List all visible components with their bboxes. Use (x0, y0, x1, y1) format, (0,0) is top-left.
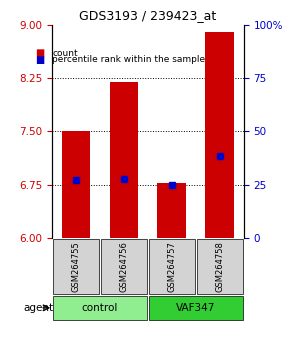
Bar (62, 131, 90, 238)
Text: GSM264757: GSM264757 (167, 241, 176, 292)
Text: count: count (52, 48, 78, 58)
Bar (110, 82, 138, 238)
Text: GSM264758: GSM264758 (215, 241, 224, 292)
Text: agent: agent (23, 303, 53, 313)
FancyBboxPatch shape (53, 239, 99, 294)
Bar (205, 32, 234, 238)
Text: percentile rank within the sample: percentile rank within the sample (52, 55, 205, 64)
FancyBboxPatch shape (101, 239, 147, 294)
FancyBboxPatch shape (197, 239, 243, 294)
FancyBboxPatch shape (149, 296, 243, 320)
FancyBboxPatch shape (53, 296, 147, 320)
Text: GSM264755: GSM264755 (72, 241, 81, 292)
Text: GSM264756: GSM264756 (119, 241, 128, 292)
Text: VAF347: VAF347 (176, 303, 215, 313)
Text: ■: ■ (35, 55, 44, 65)
Bar (157, 183, 186, 238)
FancyBboxPatch shape (149, 239, 195, 294)
Text: control: control (82, 303, 118, 313)
Title: GDS3193 / 239423_at: GDS3193 / 239423_at (79, 9, 217, 22)
Text: ■: ■ (35, 48, 44, 58)
